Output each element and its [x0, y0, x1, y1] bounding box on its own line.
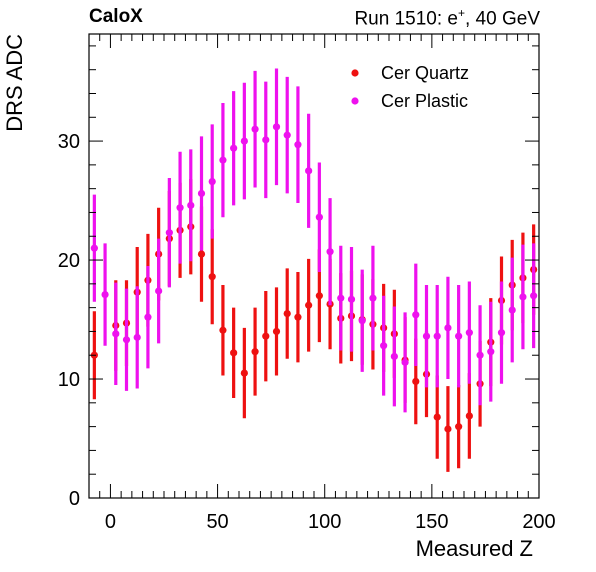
legend-label-cer-plastic: Cer Plastic [381, 91, 468, 111]
data-point [112, 330, 120, 338]
data-point [219, 156, 227, 164]
x-tick-label: 0 [105, 511, 116, 533]
data-point [230, 349, 238, 357]
data-point [155, 287, 163, 295]
data-point [176, 204, 184, 212]
data-point [412, 311, 420, 319]
data-point [305, 301, 313, 309]
data-point [380, 342, 388, 350]
run-label-charge: + [457, 6, 465, 20]
data-point [358, 317, 366, 325]
data-point [401, 358, 409, 366]
x-axis: 0 50 100 150 200 [88, 34, 556, 533]
data-point [240, 137, 248, 145]
data-point [455, 332, 463, 340]
data-point [455, 423, 463, 431]
y-axis: 0 10 20 30 [58, 45, 539, 510]
legend-label-cer-quartz: Cer Quartz [381, 63, 469, 83]
data-point [326, 248, 334, 256]
y-tick-label: 20 [58, 250, 80, 272]
data-point [465, 412, 473, 420]
data-point [197, 189, 206, 198]
data-point [272, 123, 281, 131]
series-cer-plastic [90, 68, 538, 413]
legend-marker-cer-quartz [351, 69, 359, 77]
data-point [305, 167, 313, 175]
data-point [390, 352, 398, 361]
data-point [294, 141, 302, 149]
data-point [294, 313, 302, 321]
y-tick-label: 0 [69, 488, 80, 510]
run-label-prefix: Run 1510: e [354, 8, 458, 30]
data-point [497, 329, 506, 337]
data-point [508, 306, 516, 314]
y-tick-label: 10 [58, 369, 80, 391]
legend-marker-cer-plastic [351, 97, 359, 105]
data-point [262, 332, 270, 340]
data-point [315, 213, 323, 221]
data-point [433, 413, 441, 421]
plot-frame [88, 33, 540, 499]
data-point [165, 229, 173, 237]
data-point [465, 329, 473, 337]
data-point [272, 327, 281, 336]
data-point [444, 324, 452, 332]
x-axis-title: Measured Z [416, 536, 533, 561]
data-point [433, 332, 441, 340]
data-point [487, 348, 495, 356]
x-tick-label: 50 [206, 511, 228, 533]
data-point [519, 293, 527, 301]
data-point [315, 292, 323, 300]
data-point [230, 144, 238, 152]
data-point [133, 333, 141, 341]
data-point [219, 326, 227, 334]
data-point [197, 250, 206, 258]
legend: Cer Quartz Cer Plastic [351, 63, 469, 111]
data-point [369, 294, 377, 302]
data-point [240, 369, 248, 377]
data-point [412, 377, 420, 386]
data-point [337, 294, 345, 302]
y-axis-title: DRS ADC [2, 34, 27, 132]
data-point [101, 290, 109, 299]
run-label: Run 1510: e+, 40 GeV [354, 6, 540, 30]
data-point [530, 292, 538, 300]
data-point [476, 351, 484, 359]
series-layer [90, 68, 538, 472]
data-point [251, 125, 259, 133]
data-point [262, 136, 270, 144]
data-point [187, 201, 195, 209]
data-point [283, 131, 291, 139]
data-point [208, 273, 216, 281]
data-point [422, 332, 431, 340]
data-point [208, 177, 216, 186]
data-point [90, 244, 98, 252]
x-tick-label: 200 [522, 511, 555, 533]
data-point [122, 336, 131, 344]
experiment-label: CaloX [89, 6, 143, 27]
data-point [444, 425, 452, 433]
data-point [347, 295, 356, 303]
run-label-suffix: , 40 GeV [465, 8, 540, 30]
data-point [283, 309, 291, 318]
data-point [144, 313, 152, 321]
y-tick-label: 30 [58, 131, 80, 153]
x-tick-label: 150 [415, 511, 448, 533]
x-tick-label: 100 [308, 511, 341, 533]
data-point [251, 348, 259, 356]
